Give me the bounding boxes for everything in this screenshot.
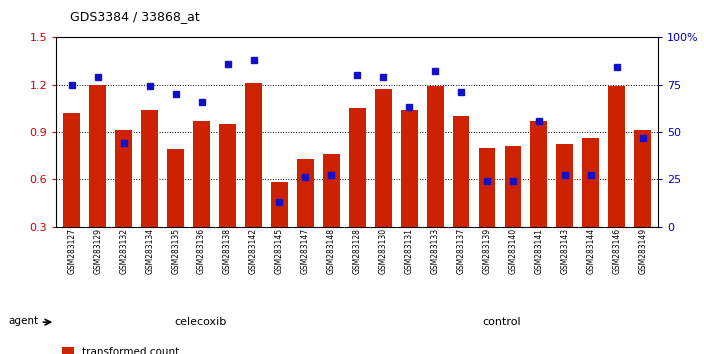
Text: GSM283148: GSM283148 xyxy=(327,228,336,274)
Text: GSM283145: GSM283145 xyxy=(275,228,284,274)
Bar xyxy=(349,108,365,274)
Bar xyxy=(505,146,522,274)
Text: GSM283147: GSM283147 xyxy=(301,228,310,274)
Bar xyxy=(634,130,651,274)
Text: celecoxib: celecoxib xyxy=(174,317,227,327)
Text: GSM283137: GSM283137 xyxy=(457,228,465,274)
Text: GSM283135: GSM283135 xyxy=(171,228,180,274)
Text: GSM283143: GSM283143 xyxy=(560,228,570,274)
Text: GSM283146: GSM283146 xyxy=(612,228,621,274)
Text: GSM283142: GSM283142 xyxy=(249,228,258,274)
Text: GSM283132: GSM283132 xyxy=(119,228,128,274)
Bar xyxy=(219,124,236,274)
Text: GSM283139: GSM283139 xyxy=(482,228,491,274)
Text: GSM283149: GSM283149 xyxy=(638,228,647,274)
Text: GSM283136: GSM283136 xyxy=(197,228,206,274)
Bar xyxy=(115,130,132,274)
Bar xyxy=(608,86,625,274)
Text: GSM283127: GSM283127 xyxy=(68,228,77,274)
Text: GSM283138: GSM283138 xyxy=(223,228,232,274)
Bar xyxy=(427,86,444,274)
Bar xyxy=(63,113,80,274)
Text: GSM283144: GSM283144 xyxy=(586,228,596,274)
Text: GDS3384 / 33868_at: GDS3384 / 33868_at xyxy=(70,10,200,23)
Text: GSM283128: GSM283128 xyxy=(353,228,362,274)
Text: GSM283141: GSM283141 xyxy=(534,228,543,274)
Legend: transformed count, percentile rank within the sample: transformed count, percentile rank withi… xyxy=(61,347,258,354)
Bar xyxy=(453,116,470,274)
Bar xyxy=(271,182,288,274)
Text: GSM283130: GSM283130 xyxy=(379,228,388,274)
Text: agent: agent xyxy=(8,315,39,326)
Text: GSM283131: GSM283131 xyxy=(405,228,414,274)
Bar xyxy=(193,121,210,274)
Bar xyxy=(479,148,496,274)
Text: control: control xyxy=(482,317,520,327)
Bar xyxy=(375,89,391,274)
Bar xyxy=(323,154,340,274)
Text: GSM283134: GSM283134 xyxy=(145,228,154,274)
Text: GSM283140: GSM283140 xyxy=(508,228,517,274)
Bar xyxy=(530,121,547,274)
Bar xyxy=(297,159,314,274)
Bar xyxy=(168,149,184,274)
Bar xyxy=(401,110,417,274)
Bar xyxy=(582,138,599,274)
Text: GSM283129: GSM283129 xyxy=(94,228,102,274)
Text: GSM283133: GSM283133 xyxy=(431,228,439,274)
Bar xyxy=(142,110,158,274)
Bar xyxy=(89,85,106,274)
Bar xyxy=(556,144,573,274)
Bar xyxy=(245,83,262,274)
